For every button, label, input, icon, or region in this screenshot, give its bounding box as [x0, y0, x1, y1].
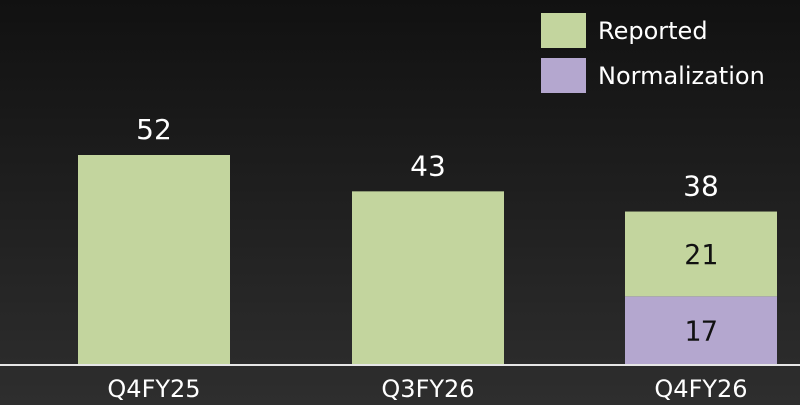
total-label-q4fy25: 52	[136, 113, 172, 146]
bar-q4fy26-reported	[625, 211, 777, 297]
category-label-q4fy25: Q4FY25	[107, 375, 200, 403]
legend-item-reported: Reported	[541, 8, 765, 53]
total-label-q3fy26: 43	[410, 149, 446, 182]
category-label-q4fy26: Q4FY26	[654, 375, 747, 403]
legend-swatch-normalization	[541, 58, 586, 93]
bar-q3fy26-reported	[352, 191, 504, 365]
total-label-q4fy26: 38	[683, 170, 719, 203]
bar-q4fy26-normalization	[625, 296, 777, 365]
segment-label-q4fy26-normalization: 17	[684, 315, 718, 348]
category-label-q3fy26: Q3FY26	[381, 375, 474, 403]
chart-legend: Reported Normalization	[541, 8, 765, 98]
legend-label-reported: Reported	[598, 16, 708, 45]
legend-label-normalization: Normalization	[598, 61, 765, 90]
legend-swatch-reported	[541, 13, 586, 48]
legend-item-normalization: Normalization	[541, 53, 765, 98]
bar-q4fy25-reported	[78, 155, 230, 365]
segment-label-q4fy26-reported: 21	[684, 238, 718, 271]
